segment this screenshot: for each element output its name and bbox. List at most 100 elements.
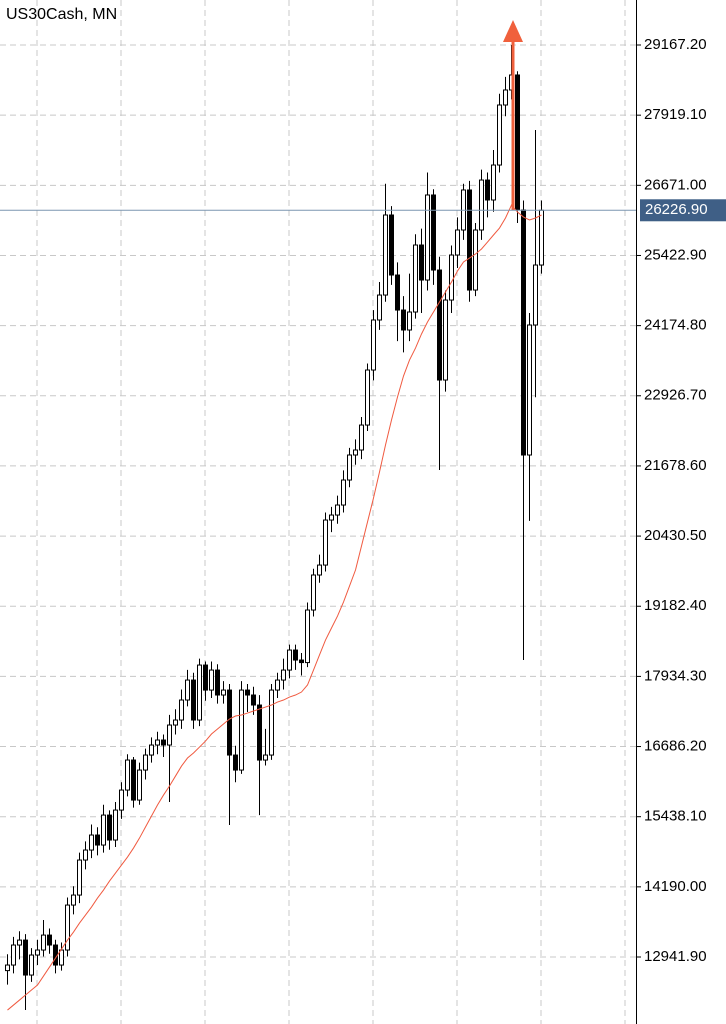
candle-body [299, 659, 304, 664]
candle-body [137, 769, 142, 801]
candle-body [503, 89, 508, 106]
candle-body [341, 479, 346, 506]
candle-body [527, 324, 532, 456]
candle-body [149, 744, 154, 756]
candle-body [11, 944, 16, 966]
candle-body [131, 759, 136, 801]
candle-body [305, 609, 310, 664]
y-tick-label: 27919.10 [644, 106, 707, 123]
candle-body [113, 809, 118, 841]
candle-body [323, 519, 328, 566]
candle-body [437, 269, 442, 381]
plot [5, 45, 544, 1011]
candle-body [167, 724, 172, 746]
candle-body [239, 689, 244, 771]
y-tick-label: 12941.90 [644, 948, 707, 965]
candle-body [413, 244, 418, 313]
candle-body [23, 939, 28, 976]
candle-body [83, 849, 88, 861]
candle-body [485, 179, 490, 201]
candle-body [245, 689, 250, 696]
y-tick-label: 19182.40 [644, 597, 707, 614]
candle-body [191, 679, 196, 721]
candle-body [197, 664, 202, 721]
candle-body [401, 309, 406, 331]
candle-body [317, 564, 322, 576]
candle-body [515, 74, 520, 211]
candle-body [47, 934, 52, 946]
candle-body [179, 699, 184, 721]
y-tick-label: 21678.60 [644, 457, 707, 474]
candle-body [533, 264, 538, 326]
candle-body [5, 964, 10, 972]
candle-body [59, 949, 64, 966]
candle-body [479, 179, 484, 231]
candle-body [443, 299, 448, 381]
y-tick-label: 20430.50 [644, 527, 707, 544]
candle-body [155, 739, 160, 746]
candle-body [209, 669, 214, 691]
candle-body [407, 311, 412, 331]
y-tick-label: 15438.10 [644, 808, 707, 825]
candle-body [497, 104, 502, 166]
candle-body [287, 649, 292, 671]
y-tick-label: 24174.80 [644, 317, 707, 334]
y-tick-label: 26671.00 [644, 176, 707, 193]
candle-body [17, 939, 22, 946]
candle-body [473, 229, 478, 291]
y-tick-label: 14190.00 [644, 878, 707, 895]
up-arrow [503, 20, 523, 210]
candle-body [143, 754, 148, 771]
candle-body [311, 574, 316, 611]
y-tick-label: 29167.20 [644, 36, 707, 53]
candle-body [119, 789, 124, 811]
candle-body [419, 244, 424, 281]
grid [0, 0, 636, 1024]
candle-body [263, 754, 268, 761]
candle-body [185, 679, 190, 701]
y-tick-label: 16686.20 [644, 738, 707, 755]
moving-average [7, 204, 542, 1011]
candle-body [359, 424, 364, 451]
candle-body [95, 834, 100, 846]
candle-body [431, 194, 436, 271]
current-price-label: 26226.90 [645, 201, 708, 218]
candle-body [455, 229, 460, 256]
candle-body [491, 164, 496, 201]
candle-body [41, 934, 46, 951]
candle-body [293, 649, 298, 661]
candle-body [539, 209, 544, 266]
y-tick-label: 17934.30 [644, 667, 707, 684]
candle-body [161, 739, 166, 746]
candle-body [53, 944, 58, 966]
candle-body [77, 859, 82, 896]
y-tick-label: 25422.90 [644, 246, 707, 263]
chart-title: US30Cash, MN [6, 6, 117, 23]
candle-body [365, 369, 370, 426]
candle-body [29, 954, 34, 976]
candle-body [353, 449, 358, 456]
candle-body [35, 949, 40, 956]
candle-body [227, 689, 232, 756]
candle-body [89, 834, 94, 851]
candle-body [125, 759, 130, 791]
candle-body [389, 214, 394, 276]
candle-body [425, 194, 430, 281]
candle-body [215, 669, 220, 696]
candle-body [521, 209, 526, 456]
y-tick-label: 22926.70 [644, 387, 707, 404]
candle-body [347, 454, 352, 481]
candle-body [377, 294, 382, 321]
candle-body [251, 694, 256, 706]
candle-body [65, 904, 70, 951]
candle-body [173, 719, 178, 726]
candle-body [107, 814, 112, 841]
candle-body [449, 254, 454, 301]
candle-body [395, 274, 400, 311]
candle-body [329, 514, 334, 521]
candle-body [269, 689, 274, 756]
candle-body [275, 679, 280, 691]
candle-body [383, 214, 388, 296]
